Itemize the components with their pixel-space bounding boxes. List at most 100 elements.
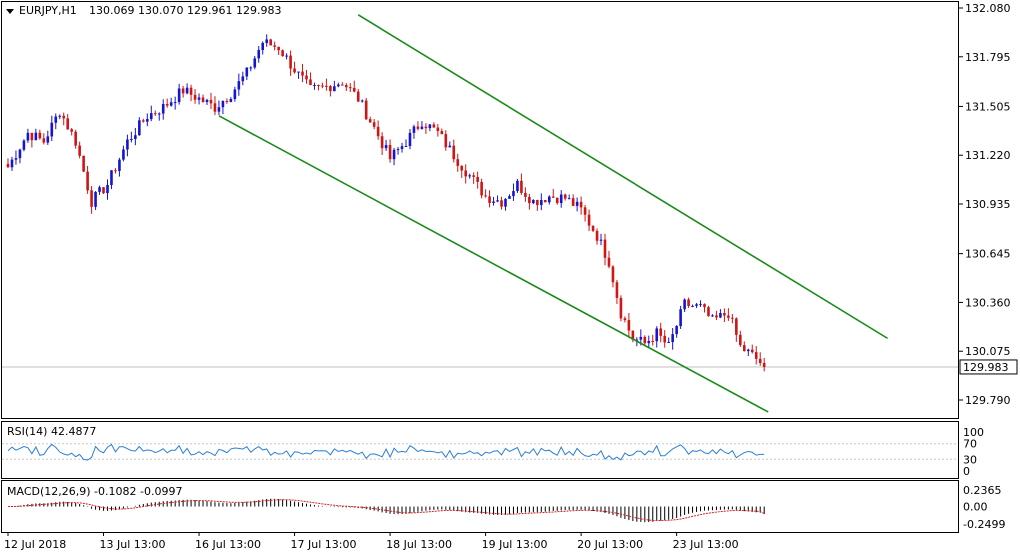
candle[interactable] xyxy=(396,147,400,155)
candle[interactable] xyxy=(695,302,698,309)
candle[interactable] xyxy=(464,164,467,184)
candle[interactable] xyxy=(82,155,85,173)
candle[interactable] xyxy=(719,309,722,319)
candle[interactable] xyxy=(731,313,734,324)
candle[interactable] xyxy=(130,131,133,143)
candle[interactable] xyxy=(225,98,229,104)
candle[interactable] xyxy=(352,80,356,93)
candle[interactable] xyxy=(114,168,117,174)
candle[interactable] xyxy=(599,233,603,246)
candle[interactable] xyxy=(512,183,515,201)
channel-lower-line[interactable] xyxy=(218,115,769,413)
candle[interactable] xyxy=(205,98,209,105)
candle[interactable] xyxy=(201,94,205,103)
channel-upper-line[interactable] xyxy=(357,14,888,340)
candle[interactable] xyxy=(651,334,655,346)
candle[interactable] xyxy=(607,250,611,269)
candle[interactable] xyxy=(138,117,141,136)
candle[interactable] xyxy=(691,304,694,308)
candle[interactable] xyxy=(253,56,257,70)
candle[interactable] xyxy=(177,83,181,105)
candle[interactable] xyxy=(711,314,714,317)
candle[interactable] xyxy=(313,82,316,90)
candle[interactable] xyxy=(404,139,408,148)
candle[interactable] xyxy=(575,197,579,212)
candle[interactable] xyxy=(34,128,38,141)
trend-channel[interactable] xyxy=(218,14,888,413)
candle[interactable] xyxy=(532,199,535,205)
candle[interactable] xyxy=(424,123,428,134)
candle[interactable] xyxy=(567,194,571,200)
candle[interactable] xyxy=(153,110,157,117)
candle[interactable] xyxy=(440,128,444,135)
candle[interactable] xyxy=(341,82,344,86)
candle[interactable] xyxy=(30,132,34,148)
candle[interactable] xyxy=(293,61,296,74)
candle[interactable] xyxy=(460,165,464,178)
candle[interactable] xyxy=(241,71,245,86)
candle[interactable] xyxy=(265,34,268,47)
candle[interactable] xyxy=(58,114,62,120)
candle[interactable] xyxy=(66,114,69,130)
candle[interactable] xyxy=(161,99,165,120)
candle[interactable] xyxy=(623,316,627,323)
candle[interactable] xyxy=(22,139,26,152)
candle[interactable] xyxy=(38,129,42,140)
candle[interactable] xyxy=(758,352,762,366)
candle[interactable] xyxy=(655,326,659,348)
candle[interactable] xyxy=(134,127,137,146)
candle[interactable] xyxy=(551,188,555,198)
candle[interactable] xyxy=(476,171,479,189)
candle[interactable] xyxy=(237,73,241,96)
candle[interactable] xyxy=(297,71,300,79)
candle[interactable] xyxy=(555,197,559,205)
candle[interactable] xyxy=(615,279,619,305)
candle[interactable] xyxy=(273,41,276,51)
candle[interactable] xyxy=(356,88,360,103)
candle[interactable] xyxy=(269,38,272,46)
candle[interactable] xyxy=(631,330,635,343)
candle[interactable] xyxy=(245,67,249,80)
candle[interactable] xyxy=(723,308,726,323)
candle[interactable] xyxy=(189,84,193,102)
candle[interactable] xyxy=(185,83,189,95)
candle[interactable] xyxy=(181,85,185,98)
candle[interactable] xyxy=(348,83,352,93)
candle[interactable] xyxy=(524,187,527,202)
candle[interactable] xyxy=(142,118,145,123)
candle[interactable] xyxy=(376,120,380,140)
candle[interactable] xyxy=(372,119,376,130)
candle[interactable] xyxy=(46,130,50,145)
candle[interactable] xyxy=(452,139,456,163)
candle[interactable] xyxy=(301,63,304,83)
candle[interactable] xyxy=(448,141,452,148)
candle[interactable] xyxy=(146,113,149,127)
candle[interactable] xyxy=(261,41,265,55)
candle[interactable] xyxy=(26,128,30,143)
candle[interactable] xyxy=(432,122,436,128)
candle[interactable] xyxy=(197,93,201,105)
candle[interactable] xyxy=(703,303,706,313)
candle[interactable] xyxy=(6,158,10,168)
candle[interactable] xyxy=(368,116,372,124)
candle[interactable] xyxy=(221,100,225,115)
candle[interactable] xyxy=(428,123,432,132)
candle[interactable] xyxy=(456,153,460,172)
candle[interactable] xyxy=(743,341,746,352)
candle[interactable] xyxy=(595,228,599,245)
candle[interactable] xyxy=(571,194,575,207)
candle[interactable] xyxy=(472,172,475,184)
candle[interactable] xyxy=(122,145,125,162)
candle[interactable] xyxy=(233,86,237,102)
candle[interactable] xyxy=(321,82,324,89)
candle[interactable] xyxy=(173,96,177,110)
candle[interactable] xyxy=(480,178,483,199)
candle[interactable] xyxy=(364,97,368,121)
candle[interactable] xyxy=(257,45,261,63)
candle[interactable] xyxy=(707,305,710,317)
candle[interactable] xyxy=(217,100,221,116)
candle[interactable] xyxy=(102,186,105,195)
candle[interactable] xyxy=(591,225,595,232)
candle[interactable] xyxy=(90,186,93,214)
candle[interactable] xyxy=(281,49,284,57)
